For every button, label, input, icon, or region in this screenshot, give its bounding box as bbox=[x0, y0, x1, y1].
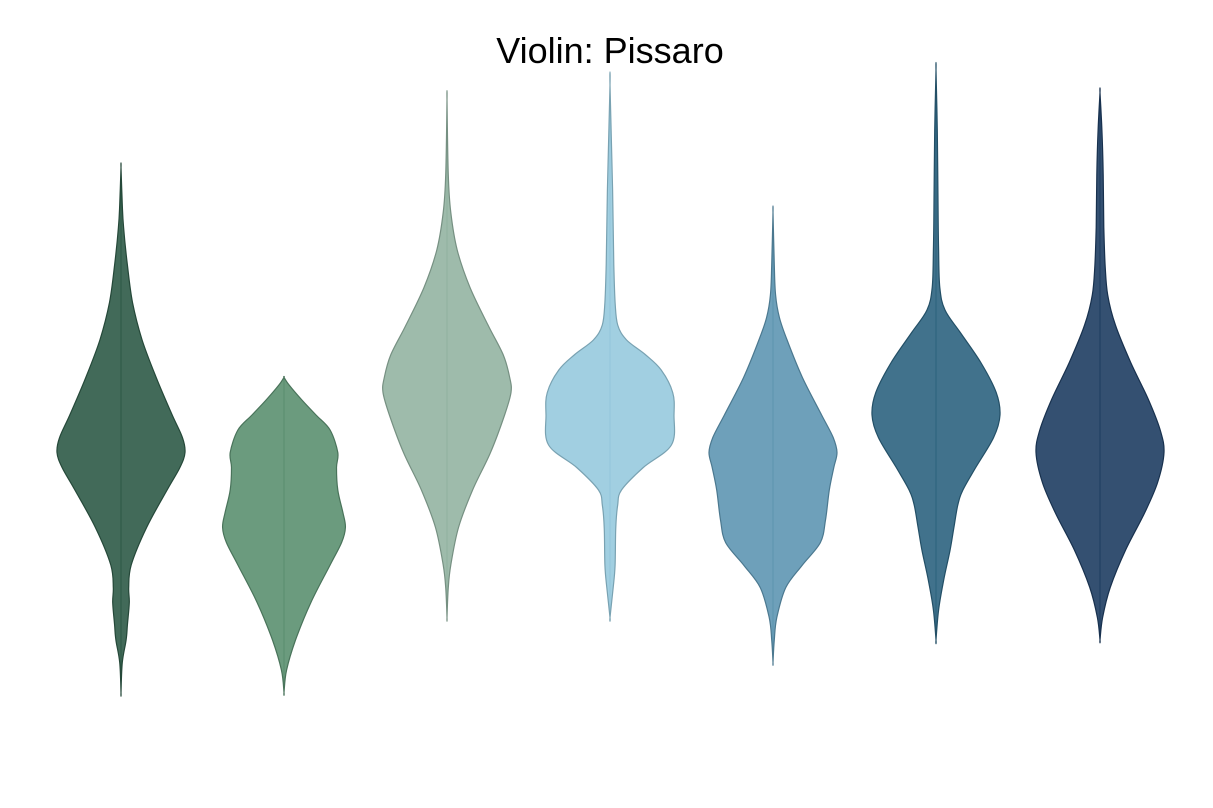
violins-group bbox=[56, 61, 1165, 697]
violin-5 bbox=[708, 205, 838, 666]
violin-4 bbox=[544, 71, 676, 622]
violin-7 bbox=[1035, 87, 1165, 644]
violin-2 bbox=[221, 375, 347, 696]
violin-6 bbox=[871, 61, 1001, 645]
chart-title: Violin: Pissaro bbox=[496, 30, 723, 71]
violin-1 bbox=[56, 162, 186, 697]
violin-3 bbox=[382, 90, 512, 622]
